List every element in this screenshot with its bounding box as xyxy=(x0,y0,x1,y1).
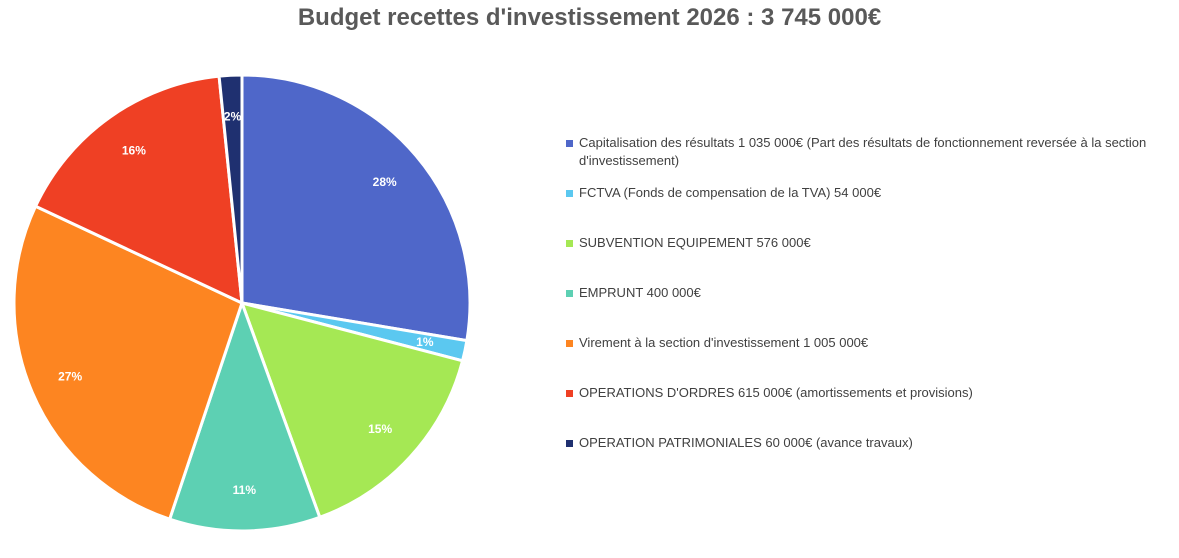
chart-title: Budget recettes d'investissement 2026 : … xyxy=(297,4,882,31)
pie-slices xyxy=(12,73,472,533)
pie-slice-2 xyxy=(240,301,465,519)
pie-slice-5 xyxy=(34,74,244,305)
data-label-2: 15% xyxy=(368,422,392,436)
pie-slice-0 xyxy=(240,73,472,343)
legend-label: FCTVA (Fonds de compensation de la TVA) … xyxy=(579,185,882,200)
legend-label: EMPRUNT 400 000€ xyxy=(579,285,701,300)
data-label-4: 27% xyxy=(58,370,82,384)
legend-label: SUBVENTION EQUIPEMENT 576 000€ xyxy=(579,235,811,250)
data-label-6: 2% xyxy=(224,109,242,123)
legend-item-3: EMPRUNT 400 000€ xyxy=(566,284,1171,302)
data-label-3: 11% xyxy=(233,483,257,497)
legend-label: OPERATION PATRIMONIALES 60 000€ (avance … xyxy=(579,435,913,450)
legend-item-1: FCTVA (Fonds de compensation de la TVA) … xyxy=(566,184,1171,202)
data-label-0: 28% xyxy=(373,175,397,189)
legend-swatch xyxy=(566,240,573,247)
legend-label: OPERATIONS D'ORDRES 615 000€ (amortissem… xyxy=(579,385,973,400)
legend-swatch xyxy=(566,140,573,147)
pie-slice-4 xyxy=(12,204,244,521)
legend-swatch xyxy=(566,340,573,347)
legend-item-2: SUBVENTION EQUIPEMENT 576 000€ xyxy=(566,234,1171,252)
legend-swatch xyxy=(566,390,573,397)
legend-item-6: OPERATION PATRIMONIALES 60 000€ (avance … xyxy=(566,434,1171,452)
legend-item-4: Virement à la section d'investissement 1… xyxy=(566,334,1171,352)
data-label-1: 1% xyxy=(416,335,434,349)
legend-swatch xyxy=(566,190,573,197)
pie-data-labels: 28% 1% 15% 11% 27% 16% 2% xyxy=(58,109,434,497)
legend-swatch xyxy=(566,440,573,447)
legend-swatch xyxy=(566,290,573,297)
pie-slice-6 xyxy=(217,73,244,305)
legend-label: Capitalisation des résultats 1 035 000€ … xyxy=(579,135,1147,168)
pie-slice-3 xyxy=(168,301,322,533)
legend-label: Virement à la section d'investissement 1… xyxy=(579,335,869,350)
legend-item-0: Capitalisation des résultats 1 035 000€ … xyxy=(566,134,1171,170)
data-label-5: 16% xyxy=(122,143,146,157)
legend-item-5: OPERATIONS D'ORDRES 615 000€ (amortissem… xyxy=(566,384,1171,402)
